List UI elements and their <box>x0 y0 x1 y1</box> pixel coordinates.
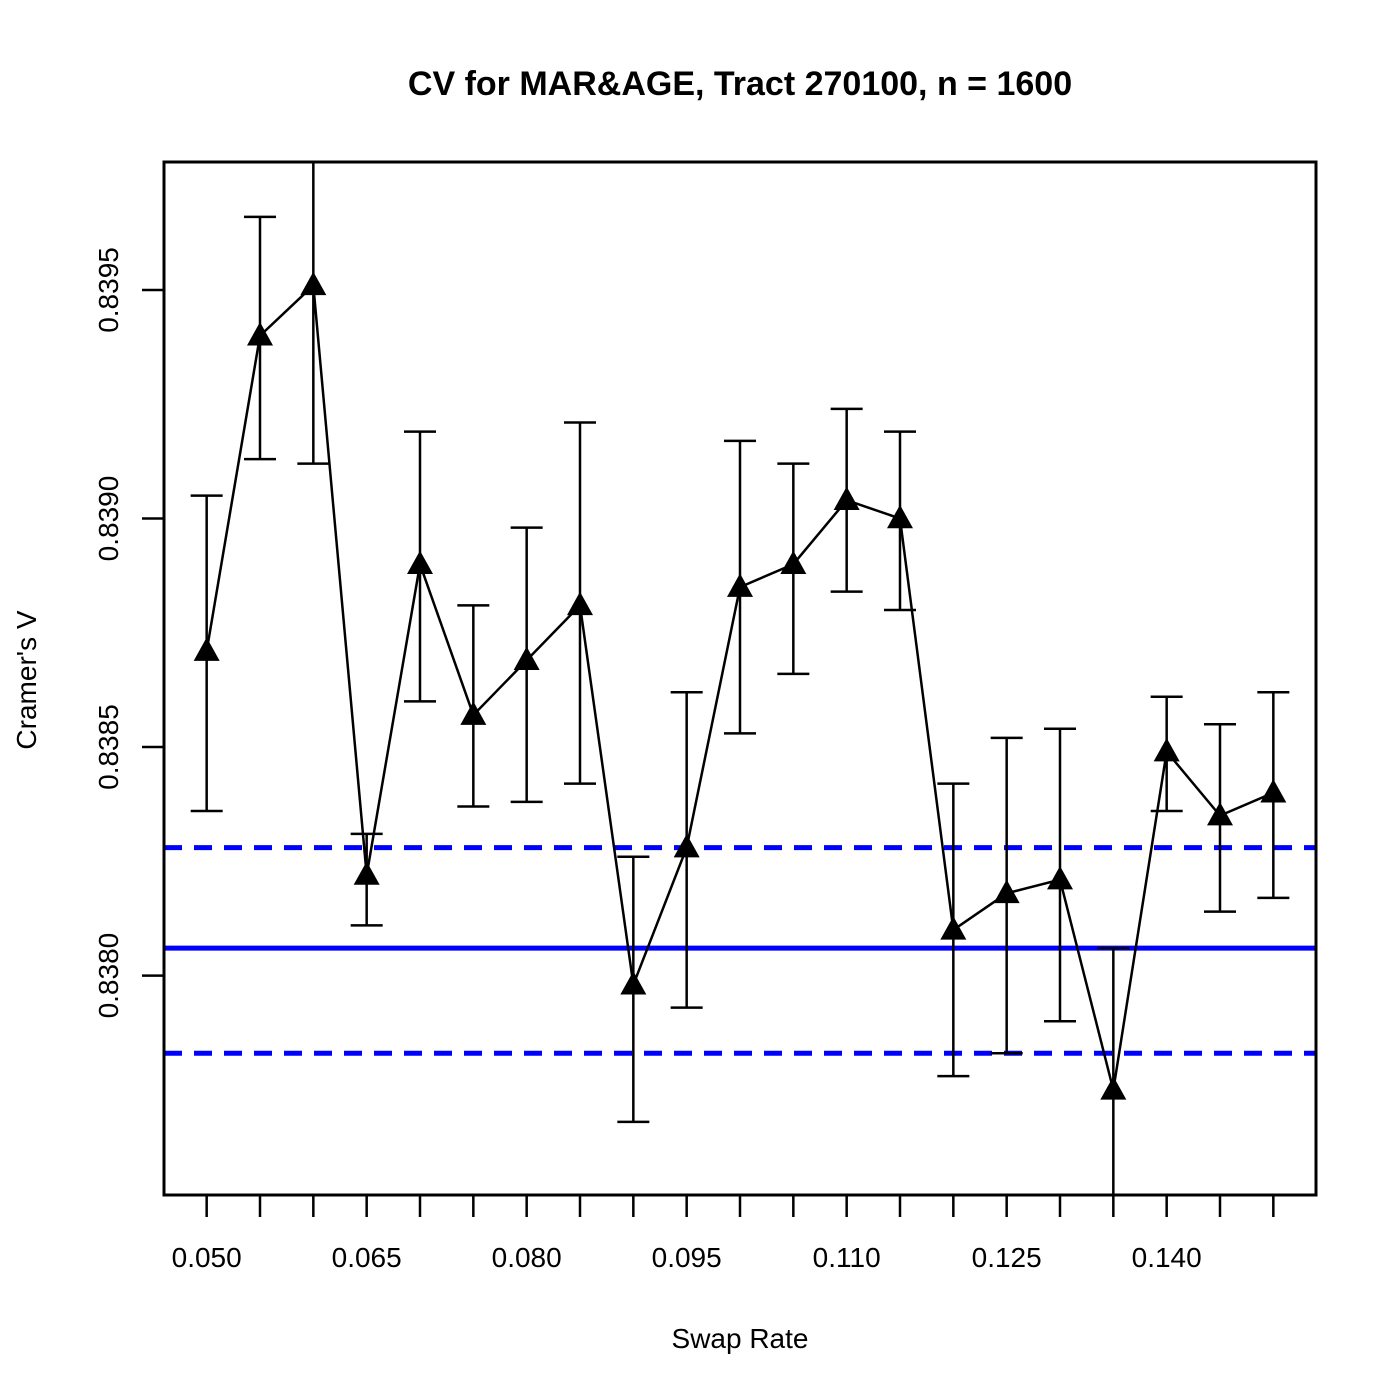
data-point-marker <box>993 879 1020 904</box>
x-tick-label: 0.110 <box>813 1242 881 1273</box>
data-point-marker <box>620 971 647 995</box>
x-tick-label: 0.065 <box>332 1242 402 1273</box>
data-point-marker <box>1260 779 1287 803</box>
data-point-marker <box>780 550 807 574</box>
x-tick-label: 0.095 <box>652 1242 722 1273</box>
data-point-marker <box>1100 1076 1127 1100</box>
reference-lines <box>164 845 1316 1056</box>
x-axis: 0.050 0.065 0.080 0.095 0.110 0.125 0.140 <box>172 1195 1275 1273</box>
y-tick-label: 0.8390 <box>93 476 124 562</box>
y-axis: 0.8380 0.8385 0.8390 0.8395 <box>93 247 164 1018</box>
chart-title: CV for MAR&AGE, Tract 270100, n = 1600 <box>408 65 1072 103</box>
x-tick-label: 0.080 <box>492 1242 562 1273</box>
data-point-marker <box>567 591 593 616</box>
data-series <box>190 162 1290 1195</box>
data-point-marker <box>673 833 700 858</box>
y-tick-label: 0.8385 <box>93 704 124 790</box>
data-point-marker <box>887 504 913 529</box>
data-point-marker <box>300 271 327 296</box>
data-point-marker <box>407 550 433 574</box>
y-tick-label: 0.8380 <box>93 933 124 1019</box>
x-tick-label: 0.125 <box>972 1242 1042 1273</box>
data-point-marker <box>193 637 220 661</box>
data-point-marker <box>247 322 273 346</box>
x-axis-label: Swap Rate <box>672 1323 809 1354</box>
y-tick-label: 0.8395 <box>93 247 124 333</box>
data-point-marker <box>940 916 967 940</box>
data-point-marker <box>727 573 753 597</box>
data-point-marker <box>513 646 540 670</box>
data-point-marker <box>1153 737 1180 762</box>
data-point-marker <box>833 486 860 510</box>
data-point-marker <box>353 861 380 885</box>
data-point-marker <box>460 701 487 725</box>
y-axis-label: Cramer's V <box>11 610 42 749</box>
x-tick-label: 0.050 <box>172 1242 242 1273</box>
data-point-marker <box>1207 801 1233 826</box>
x-tick-label: 0.140 <box>1132 1242 1202 1273</box>
data-point-marker <box>1047 865 1073 890</box>
